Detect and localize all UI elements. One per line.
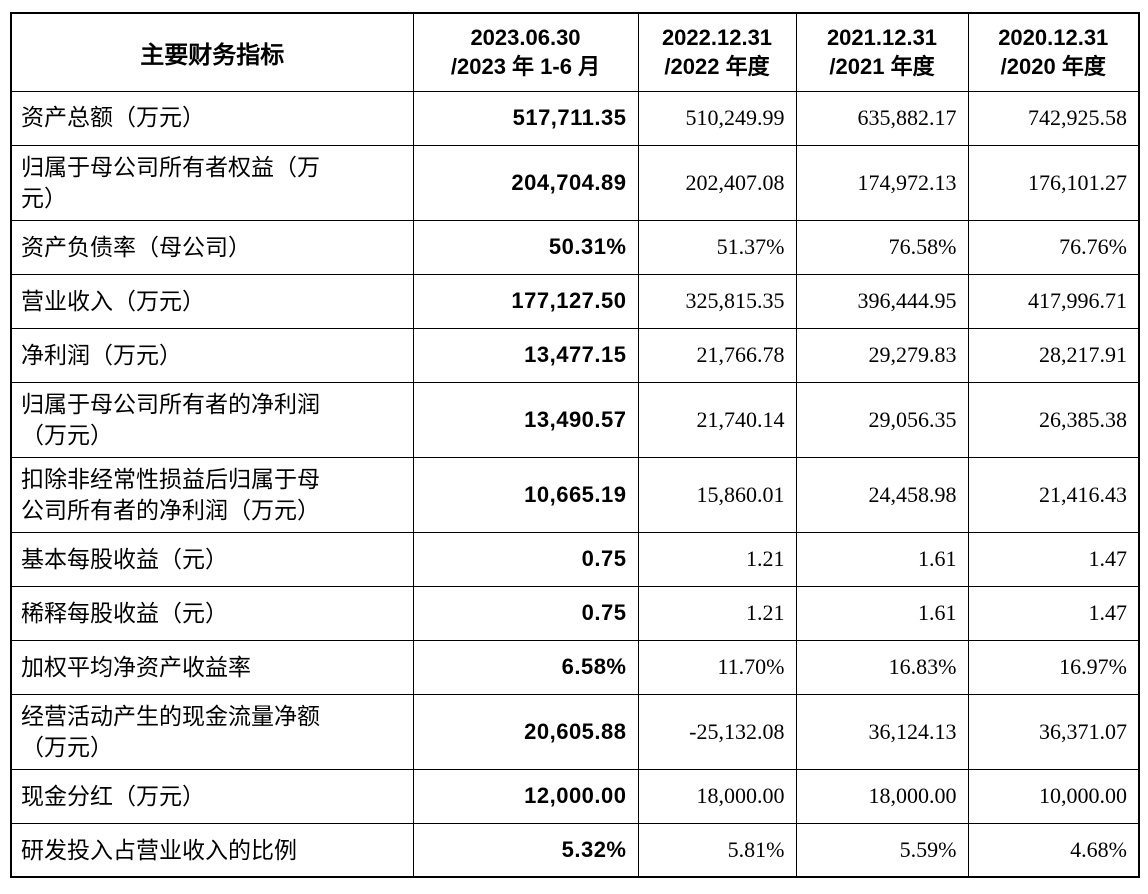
cell-value: 26,385.38 bbox=[967, 381, 1140, 458]
indicator-label: 资产总额（万元） bbox=[10, 90, 414, 146]
table-row: 加权平均净资产收益率 6.58% 11.70% 16.83% 16.97% bbox=[10, 639, 1140, 695]
cell-value: 18,000.00 bbox=[637, 768, 797, 824]
cell-value: 15,860.01 bbox=[637, 456, 797, 533]
cell-value: 51.37% bbox=[637, 219, 797, 275]
period-column-header: 2021.12.31/2021 年度 bbox=[795, 12, 969, 92]
period-range-line: /2022 年度 bbox=[664, 54, 770, 80]
period-column-header: 2020.12.31/2020 年度 bbox=[967, 12, 1140, 92]
cell-value: 510,249.99 bbox=[637, 90, 797, 146]
indicator-label: 基本每股收益（元） bbox=[10, 531, 414, 587]
table-row: 研发投入占营业收入的比例 5.32% 5.81% 5.59% 4.68% bbox=[10, 822, 1140, 878]
cell-value: 29,279.83 bbox=[795, 327, 969, 383]
period-range-line: /2020 年度 bbox=[1000, 54, 1106, 80]
table-row: 归属于母公司所有者权益（万 元） 204,704.89 202,407.08 174,… bbox=[10, 144, 1140, 221]
cell-value: 10,665.19 bbox=[412, 456, 639, 533]
cell-value: 0.75 bbox=[412, 585, 639, 641]
cell-value: 517,711.35 bbox=[412, 90, 639, 146]
cell-value: 21,740.14 bbox=[637, 381, 797, 458]
cell-value: 396,444.95 bbox=[795, 273, 969, 329]
cell-value: 36,124.13 bbox=[795, 693, 969, 770]
cell-value: 0.75 bbox=[412, 531, 639, 587]
table-row: 资产负债率（母公司） 50.31% 51.37% 76.58% 76.76% bbox=[10, 219, 1140, 275]
cell-value: 76.76% bbox=[967, 219, 1140, 275]
table-row: 现金分红（万元） 12,000.00 18,000.00 18,000.00 10,00… bbox=[10, 768, 1140, 824]
indicator-label: 加权平均净资产收益率 bbox=[10, 639, 414, 695]
cell-value: 29,056.35 bbox=[795, 381, 969, 458]
period-column-header: 2022.12.31/2022 年度 bbox=[637, 12, 797, 92]
cell-value: 18,000.00 bbox=[795, 768, 969, 824]
period-date-line: 2021.12.31 bbox=[826, 24, 938, 50]
cell-value: 325,815.35 bbox=[637, 273, 797, 329]
table-row: 营业收入（万元） 177,127.50 325,815.35 396,444.95 41… bbox=[10, 273, 1140, 329]
table-row: 经营活动产生的现金流量净额 （万元） 20,605.88 -25,132.08 36,… bbox=[10, 693, 1140, 770]
table-header-row: 主要财务指标 2023.06.30/2023 年 1-6 月 2022.12.31… bbox=[10, 12, 1140, 92]
period-range-line: /2021 年度 bbox=[829, 54, 935, 80]
cell-value: 1.61 bbox=[795, 531, 969, 587]
indicator-label: 归属于母公司所有者的净利润 （万元） bbox=[10, 381, 414, 458]
cell-value: 13,490.57 bbox=[412, 381, 639, 458]
indicator-label: 资产负债率（母公司） bbox=[10, 219, 414, 275]
cell-value: 1.61 bbox=[795, 585, 969, 641]
cell-value: 16.97% bbox=[967, 639, 1140, 695]
cell-value: 4.68% bbox=[967, 822, 1140, 878]
cell-value: 21,766.78 bbox=[637, 327, 797, 383]
cell-value: 16.83% bbox=[795, 639, 969, 695]
cell-value: 204,704.89 bbox=[412, 144, 639, 221]
cell-value: 10,000.00 bbox=[967, 768, 1140, 824]
cell-value: 202,407.08 bbox=[637, 144, 797, 221]
period-column-header: 2023.06.30/2023 年 1-6 月 bbox=[412, 12, 639, 92]
period-range-line: /2023 年 1-6 月 bbox=[450, 54, 601, 80]
cell-value: 13,477.15 bbox=[412, 327, 639, 383]
indicator-label: 扣除非经常性损益后归属于母 公司所有者的净利润（万元） bbox=[10, 456, 414, 533]
cell-value: 6.58% bbox=[412, 639, 639, 695]
cell-value: -25,132.08 bbox=[637, 693, 797, 770]
cell-value: 742,925.58 bbox=[967, 90, 1140, 146]
cell-value: 1.47 bbox=[967, 531, 1140, 587]
indicator-label: 研发投入占营业收入的比例 bbox=[10, 822, 414, 878]
period-date-line: 2023.06.30 bbox=[470, 24, 581, 50]
cell-value: 174,972.13 bbox=[795, 144, 969, 221]
table-row: 稀释每股收益（元） 0.75 1.21 1.61 1.47 bbox=[10, 585, 1140, 641]
cell-value: 21,416.43 bbox=[967, 456, 1140, 533]
table-row: 归属于母公司所有者的净利润 （万元） 13,490.57 21,740.14 29,0… bbox=[10, 381, 1140, 458]
period-date-line: 2022.12.31 bbox=[661, 24, 773, 50]
table-row: 资产总额（万元） 517,711.35 510,249.99 635,882.17 74… bbox=[10, 90, 1140, 146]
indicator-label: 稀释每股收益（元） bbox=[10, 585, 414, 641]
cell-value: 5.81% bbox=[637, 822, 797, 878]
cell-value: 1.47 bbox=[967, 585, 1140, 641]
cell-value: 635,882.17 bbox=[795, 90, 969, 146]
cell-value: 20,605.88 bbox=[412, 693, 639, 770]
table-row: 扣除非经常性损益后归属于母 公司所有者的净利润（万元） 10,665.19 15,8… bbox=[10, 456, 1140, 533]
cell-value: 24,458.98 bbox=[795, 456, 969, 533]
cell-value: 76.58% bbox=[795, 219, 969, 275]
financial-indicators-table: 主要财务指标 2023.06.30/2023 年 1-6 月 2022.12.31… bbox=[10, 12, 1140, 879]
period-date-line: 2020.12.31 bbox=[998, 24, 1109, 50]
cell-value: 177,127.50 bbox=[412, 273, 639, 329]
cell-value: 176,101.27 bbox=[967, 144, 1140, 221]
indicator-label: 归属于母公司所有者权益（万 元） bbox=[10, 144, 414, 221]
cell-value: 36,371.07 bbox=[967, 693, 1140, 770]
cell-value: 1.21 bbox=[637, 585, 797, 641]
table-row: 净利润（万元） 13,477.15 21,766.78 29,279.83 28,217… bbox=[10, 327, 1140, 383]
table-title-cell: 主要财务指标 bbox=[10, 12, 414, 92]
cell-value: 28,217.91 bbox=[967, 327, 1140, 383]
indicator-label: 现金分红（万元） bbox=[10, 768, 414, 824]
cell-value: 5.59% bbox=[795, 822, 969, 878]
cell-value: 50.31% bbox=[412, 219, 639, 275]
cell-value: 12,000.00 bbox=[412, 768, 639, 824]
cell-value: 5.32% bbox=[412, 822, 639, 878]
indicator-label: 经营活动产生的现金流量净额 （万元） bbox=[10, 693, 414, 770]
table-row: 基本每股收益（元） 0.75 1.21 1.61 1.47 bbox=[10, 531, 1140, 587]
cell-value: 417,996.71 bbox=[967, 273, 1140, 329]
indicator-label: 营业收入（万元） bbox=[10, 273, 414, 329]
cell-value: 1.21 bbox=[637, 531, 797, 587]
cell-value: 11.70% bbox=[637, 639, 797, 695]
indicator-label: 净利润（万元） bbox=[10, 327, 414, 383]
